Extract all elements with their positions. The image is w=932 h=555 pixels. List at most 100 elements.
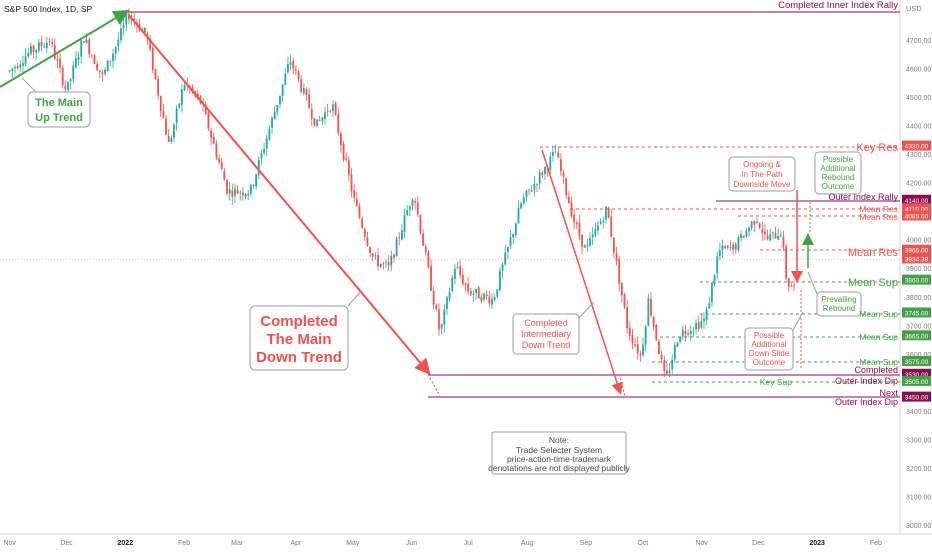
price-badge [902, 140, 931, 151]
candle-body [366, 237, 369, 246]
x-tick-label: Mar [231, 540, 244, 547]
price-badge [902, 244, 931, 255]
x-tick-label: Dec [752, 540, 765, 547]
candle-body [363, 229, 366, 237]
candle-body [644, 326, 647, 345]
candle-body [522, 197, 525, 204]
candle-body [440, 324, 443, 329]
candle-body [740, 233, 742, 239]
level-lines [0, 11, 900, 398]
candle-body [623, 293, 626, 308]
candle-body [106, 60, 109, 71]
candle-body [382, 263, 385, 265]
candle-body [114, 46, 117, 54]
candle-body [300, 79, 303, 92]
candle-body [689, 330, 692, 335]
candle-body [631, 335, 634, 343]
candle-body [671, 359, 674, 370]
candle-body [316, 119, 318, 127]
candle-body [716, 256, 719, 274]
candle-body [268, 128, 271, 140]
candle-body [451, 277, 454, 291]
candle-body [647, 298, 650, 326]
price-badge-text: 3505.00 [905, 379, 929, 386]
candle-body [485, 294, 488, 297]
y-tick-label: 4400.00 [906, 124, 931, 131]
x-tick-label: Jul [464, 540, 473, 547]
label-next-outer-dip: Outer Index Dip [835, 397, 898, 407]
candle-body [628, 327, 631, 336]
symbol-title: S&P 500 Index, 1D, SP [4, 4, 93, 14]
label-key-sup: Key Sup [760, 377, 792, 387]
candle-body [72, 65, 75, 80]
candle-body [276, 104, 279, 113]
candle-body [538, 172, 541, 184]
candle-body [427, 251, 430, 268]
candle-body [257, 159, 260, 175]
candle-body [181, 89, 183, 105]
candle-body [162, 111, 165, 118]
intermediary-line3: Down Trend [522, 340, 571, 350]
candle-body [726, 245, 729, 248]
candle-body [241, 192, 244, 196]
currency-label: USD [906, 4, 922, 13]
candle-body [578, 222, 581, 236]
candle-body [695, 323, 697, 329]
y-tick-label: 4000.00 [906, 238, 931, 245]
candle-body [204, 104, 207, 115]
candle-body [493, 297, 496, 300]
price-badge [902, 330, 931, 341]
candle-body [11, 68, 14, 71]
candle-body [159, 96, 162, 111]
label-mean-sup-2: Mean Sup [859, 309, 898, 319]
callout-completed-main-down: Completed The Main Down Trend [249, 289, 363, 371]
candle-body [785, 246, 788, 279]
candle-body [249, 184, 252, 194]
y-tick-label: 3700.00 [906, 323, 931, 330]
x-tick-label: 2023 [809, 540, 825, 547]
main-up-trend-line2: Up Trend [35, 112, 83, 124]
candle-body [541, 172, 544, 176]
candle-body [8, 70, 11, 72]
main-up-trend-line1: The Main [35, 97, 83, 109]
candle-body [536, 184, 538, 185]
candle-body [469, 291, 472, 295]
candle-body [636, 344, 639, 354]
note-line2: Trade Selecter System [516, 445, 602, 455]
candle-body [345, 158, 348, 161]
candle-body [218, 158, 220, 163]
candle-body [724, 246, 727, 249]
candle-body [446, 297, 448, 309]
candle-body [692, 330, 695, 332]
candle-body [681, 329, 684, 337]
candle-body [403, 215, 406, 232]
candle-body [708, 302, 711, 309]
candle-body [443, 309, 446, 325]
candle-body [313, 118, 316, 126]
candle-body [422, 233, 424, 246]
candle-body [639, 353, 642, 356]
prevailing-line2: Rebound [823, 304, 855, 313]
candle-body [456, 267, 459, 269]
price-badge [902, 194, 931, 205]
candle-body [753, 220, 756, 225]
callout-prevailing-rebound: Prevailing Rebound [807, 271, 862, 317]
candle-body [575, 222, 578, 225]
candle-body [793, 285, 795, 287]
candle-body [167, 135, 170, 142]
main-up-trend-line [0, 9, 130, 88]
candle-body [371, 253, 374, 257]
candle-body [387, 262, 390, 266]
candle-body [408, 206, 411, 210]
candle-body [769, 234, 772, 241]
label-next: Next [879, 388, 898, 398]
candle-body [284, 73, 287, 85]
candle-body [605, 206, 607, 220]
candle-body [642, 344, 644, 356]
candle-body [16, 66, 19, 69]
candle-body [652, 317, 655, 327]
ongoing-line1: Ongoing & [743, 160, 781, 169]
candle-body [472, 293, 475, 295]
